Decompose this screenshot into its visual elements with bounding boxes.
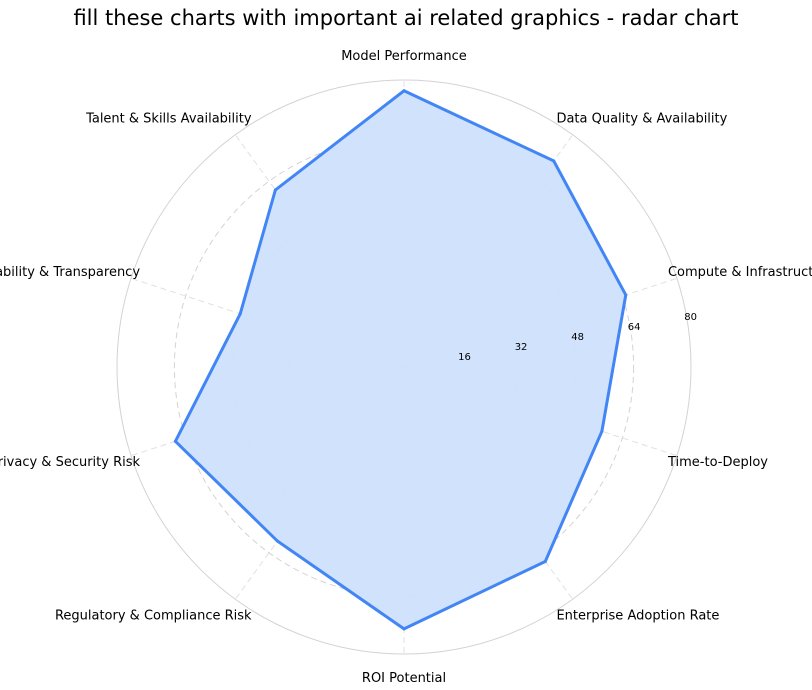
category-label: Time-to-Deploy — [667, 455, 768, 470]
data-point — [543, 559, 547, 563]
data-point — [552, 159, 556, 163]
category-label: Privacy & Security Risk — [0, 455, 140, 470]
category-label: ROI Potential — [362, 671, 446, 686]
series-layer — [173, 89, 628, 631]
category-label: Enterprise Adoption Rate — [556, 608, 719, 623]
r-tick-label: 32 — [515, 342, 528, 353]
data-point — [173, 439, 177, 443]
category-label: Model Performance — [341, 49, 467, 64]
data-point — [402, 627, 406, 631]
data-point — [402, 89, 406, 93]
r-tick-label: 80 — [684, 312, 697, 323]
data-point — [275, 539, 279, 543]
r-tick-label: 64 — [628, 322, 641, 333]
chart-title: fill these charts with important ai rela… — [73, 6, 739, 30]
label-layer: 16 32 48 64 80 Model Performance Data Quality … — [0, 49, 812, 686]
grid-circle — [116, 79, 692, 655]
category-label: Compute & Infrastructure Cost — [668, 265, 812, 280]
data-point — [273, 188, 277, 192]
data-point — [624, 293, 628, 297]
category-label: Data Quality & Availability — [556, 112, 727, 127]
category-label: Explainability & Transparency — [0, 265, 140, 280]
series-area — [173, 89, 628, 631]
category-label: Talent & Skills Availability — [85, 112, 252, 127]
data-point — [238, 312, 242, 316]
r-tick-label: 48 — [571, 332, 584, 343]
data-point — [600, 429, 604, 433]
r-tick-label: 16 — [458, 352, 471, 363]
category-label: Regulatory & Compliance Risk — [55, 608, 252, 623]
